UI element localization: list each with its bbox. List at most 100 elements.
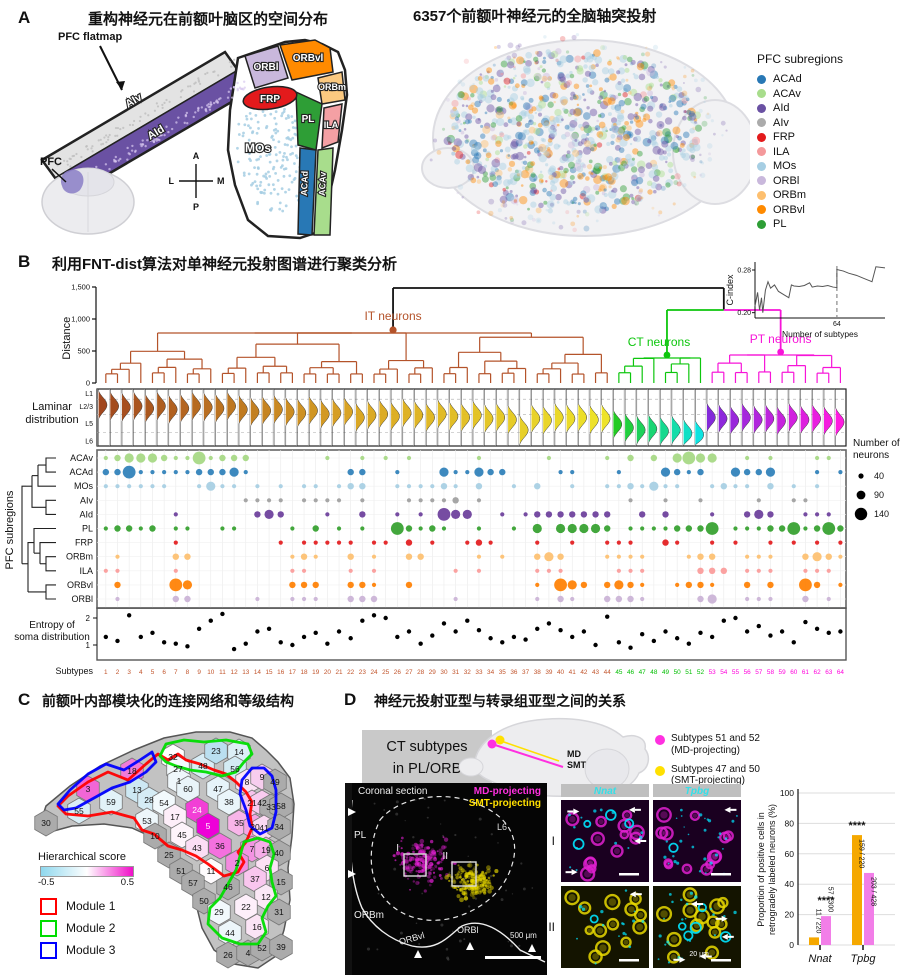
subtype-number: 46	[627, 669, 635, 676]
subtype-number: 21	[335, 669, 343, 676]
subtype-number: 30	[440, 669, 448, 676]
subtype-number: 36	[510, 669, 518, 676]
cindex-ytick: 0.28	[737, 268, 751, 275]
projection-legend-item: Subtypes 51 and 52 (MD-projecting)	[655, 733, 760, 757]
dotplot-row-MOs: MOs	[74, 481, 93, 491]
legend-line1: Subtypes 51 and 52	[671, 733, 760, 744]
subtype-number: 9	[197, 669, 201, 676]
distance-tick: 1,000	[71, 315, 90, 324]
region-number: 14	[234, 747, 244, 757]
subtype-number: 50	[674, 669, 682, 676]
cell-blobs	[565, 808, 645, 882]
legend-line1: Subtypes 47 and 50	[671, 763, 760, 775]
subtype-number: 1	[104, 669, 108, 676]
axon-mottle	[429, 32, 728, 233]
size-legend-title-1: Number of	[853, 438, 900, 449]
bar-Nnat-SMT-projecting	[809, 937, 819, 945]
subtype-number: 59	[779, 669, 787, 676]
compass-a: A	[193, 151, 200, 161]
scalebar-500um-label: 500 μm	[510, 931, 537, 940]
subtype-number: 25	[382, 669, 390, 676]
bar-ytick: 40	[785, 879, 795, 889]
panel-a-letter: A	[18, 8, 31, 27]
row-label-II: II	[548, 920, 555, 934]
legend-item-ACAv: ACAv	[757, 87, 843, 102]
region-number: 28	[144, 795, 154, 805]
entropy-tick: 2	[86, 614, 91, 623]
layer-tick: L1	[85, 391, 93, 398]
region-number: 5	[206, 821, 211, 831]
region-number: 59	[106, 797, 116, 807]
colorbar-min: -0.5	[38, 877, 55, 888]
hierarchical-score-label: Hierarchical score	[38, 851, 127, 863]
legend-dot-icon	[757, 103, 766, 113]
legend-dot-icon	[655, 735, 665, 745]
subtype-number: 42	[580, 669, 588, 676]
ila-label: ILA	[324, 120, 339, 130]
subtype-number: 49	[662, 669, 670, 676]
subtype-number: 61	[802, 669, 810, 676]
region-number: 35	[234, 818, 244, 828]
ct-subtypes-box: CT subtypes in PL/ORB	[362, 730, 492, 788]
cindex-xtick: 64	[833, 321, 841, 328]
subtype-number: 23	[359, 669, 367, 676]
legend-line2: (MD-projecting)	[671, 744, 740, 756]
distance-axis-label: Distance	[61, 317, 73, 360]
coronal-section-label: Coronal section	[358, 786, 427, 797]
subtype-number: 52	[697, 669, 705, 676]
subtype-number: 63	[825, 669, 833, 676]
bar-ytick: 80	[785, 818, 795, 828]
subtype-number: 38	[534, 669, 542, 676]
subtype-number: 24	[370, 669, 378, 676]
region-number: 36	[215, 841, 225, 851]
entropy-tick: 1	[86, 641, 91, 650]
region-number: 57	[188, 878, 198, 888]
region-number: 13	[132, 785, 142, 795]
ct-subtypes-line2: in PL/ORB	[392, 761, 462, 777]
legend-item-FRP: FRP	[757, 130, 843, 145]
subtype-number: 45	[615, 669, 623, 676]
legend-title: PFC subregions	[757, 52, 844, 66]
subtype-number: 28	[417, 669, 425, 676]
size-legend-value: 140	[874, 509, 889, 519]
panel-c-letter: C	[18, 690, 31, 709]
legend-dot-icon	[757, 118, 766, 128]
subtype-number: 31	[452, 669, 460, 676]
wholebrain-projection-figure	[421, 32, 750, 237]
md-projecting-label: MD-projecting	[474, 786, 541, 797]
dotplot-row-FRP: FRP	[75, 538, 93, 548]
region-number: 1	[177, 776, 182, 786]
subtype-number: 14	[254, 669, 262, 676]
subtype-number: 62	[814, 669, 822, 676]
bar-count-label: 57 / 300	[827, 887, 834, 912]
region-number: 53	[142, 816, 152, 826]
clustering-figure: 0 500 1,000 1,500 Distance IT neurons CT neuro…	[4, 262, 900, 676]
subtype-number: 60	[790, 669, 798, 676]
legend-item-MOs: MOs	[757, 159, 843, 174]
subtype-number: 58	[767, 669, 775, 676]
layer-tick: L5	[85, 421, 93, 428]
legend-dot-icon	[757, 89, 766, 99]
region-number: 47	[213, 784, 223, 794]
bar-Tpbg-MD-projecting	[864, 872, 874, 945]
l6-label: L6	[497, 822, 507, 832]
subtype-number: 8	[186, 669, 190, 676]
region-number: 37	[250, 874, 260, 884]
subtype-number: 55	[732, 669, 740, 676]
pfc-subregions-axis-label: PFC subregions	[4, 490, 16, 569]
subtype-number: 6	[162, 669, 166, 676]
dotplot-row-AIv: AIv	[80, 495, 94, 505]
bar-ylabel-2: retrogradely labeled neurons (%)	[767, 804, 777, 935]
pl-label: PL	[302, 114, 315, 125]
region-number: 60	[183, 784, 193, 794]
region-number: 51	[176, 866, 186, 876]
legend-item-label: MOs	[773, 160, 797, 173]
orbvl-label: ORBvl	[293, 53, 324, 64]
bar-ytick: 20	[785, 910, 795, 920]
region-number: 55	[74, 806, 84, 816]
subtype-number: 10	[207, 669, 215, 676]
